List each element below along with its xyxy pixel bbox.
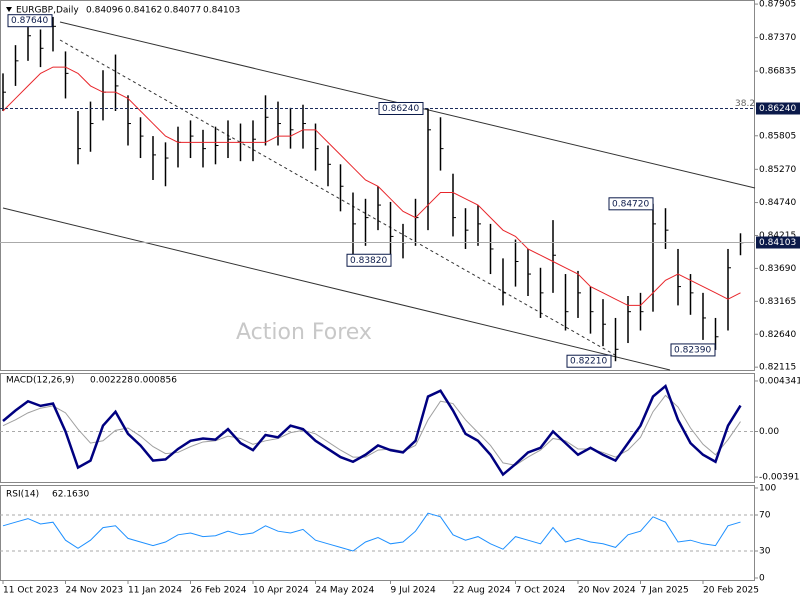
level-box xyxy=(756,102,800,115)
y-tick-label: 0.004341 xyxy=(759,376,800,386)
rsi-line xyxy=(2,512,741,552)
level-label: 0.84103 xyxy=(759,238,796,248)
rsi-frame xyxy=(0,485,755,581)
macd-frame xyxy=(0,373,755,483)
readout: 0.84103 xyxy=(203,6,240,16)
level-box xyxy=(756,236,800,249)
annotation-label: 0.82390 xyxy=(674,345,711,355)
menu-arrow[interactable] xyxy=(6,7,12,12)
x-tick-label: 20 Nov 2024 xyxy=(578,586,636,596)
x-tick-label: 11 Jan 2024 xyxy=(128,586,182,596)
annotation-box xyxy=(378,101,424,115)
y-tick-label: 0.87905 xyxy=(759,0,796,10)
annotation-label: 0.84720 xyxy=(612,199,649,209)
readout: 0.002228 xyxy=(90,376,133,386)
annotation-label: 0.82210 xyxy=(570,357,607,367)
level-label: 0.86240 xyxy=(759,104,796,114)
annotation-box xyxy=(7,14,53,28)
x-tick-label: 7 Oct 2024 xyxy=(516,586,566,596)
moving-average xyxy=(2,66,741,306)
y-tick-label: 0.85270 xyxy=(759,165,796,175)
y-tick-label: 0.82115 xyxy=(759,363,796,373)
x-tick-label: 22 Aug 2024 xyxy=(453,586,511,596)
y-tick-label: 70 xyxy=(759,511,771,521)
readout: 0.84077 xyxy=(164,6,201,16)
rsi-title: RSI(14) xyxy=(6,490,39,500)
level-note: 38.2 xyxy=(735,99,755,109)
y-tick-label: -0.003916 xyxy=(759,473,800,483)
y-tick-label: 0.83690 xyxy=(759,264,796,274)
x-tick-label: 24 Nov 2023 xyxy=(66,586,124,596)
macd-line xyxy=(2,384,742,477)
annotation-box xyxy=(608,197,654,211)
x-tick-label: 26 Feb 2024 xyxy=(191,586,247,596)
macd-title: MACD(12,26,9) xyxy=(6,376,74,386)
readout: 0.000856 xyxy=(134,376,177,386)
channel-mid xyxy=(59,39,616,356)
y-tick-label: 0.84215 xyxy=(759,231,796,241)
y-tick-label: 0.87370 xyxy=(759,33,796,43)
annotation-box xyxy=(566,354,612,368)
watermark: Action Forex xyxy=(236,320,372,345)
symbol: EURGBP,Daily xyxy=(16,6,79,16)
annotation-box xyxy=(346,253,392,267)
y-tick-label: 0.83165 xyxy=(759,297,796,307)
x-tick-label: 24 May 2024 xyxy=(316,586,375,596)
x-tick-label: 7 Jan 2025 xyxy=(641,586,689,596)
price-frame xyxy=(0,0,755,371)
annotation-label: 0.83820 xyxy=(350,256,387,266)
annotation-box xyxy=(670,343,716,357)
readout: 0.84162 xyxy=(125,6,162,16)
y-tick-label: 0.00 xyxy=(759,427,779,437)
x-tick-label: 9 Jul 2024 xyxy=(391,586,436,596)
y-tick-label: 0.84740 xyxy=(759,198,796,208)
annotation-label: 0.86240 xyxy=(382,104,419,114)
y-tick-label: 100 xyxy=(759,484,776,494)
x-tick-label: 11 Oct 2023 xyxy=(3,586,59,596)
readout: 62.1630 xyxy=(52,490,89,500)
y-tick-label: 0 xyxy=(759,574,765,584)
signal-line xyxy=(2,394,741,466)
x-tick-label: 10 Apr 2024 xyxy=(253,586,309,596)
y-tick-label: 30 xyxy=(759,547,771,557)
annotation-label: 0.87640 xyxy=(11,16,48,26)
y-tick-label: 0.85805 xyxy=(759,131,796,141)
readout: 0.84096 xyxy=(86,6,123,16)
y-tick-label: 0.82640 xyxy=(759,330,796,340)
channel-lower xyxy=(2,207,671,371)
y-tick-label: 0.86835 xyxy=(759,67,796,77)
x-tick-label: 20 Feb 2025 xyxy=(703,586,759,596)
